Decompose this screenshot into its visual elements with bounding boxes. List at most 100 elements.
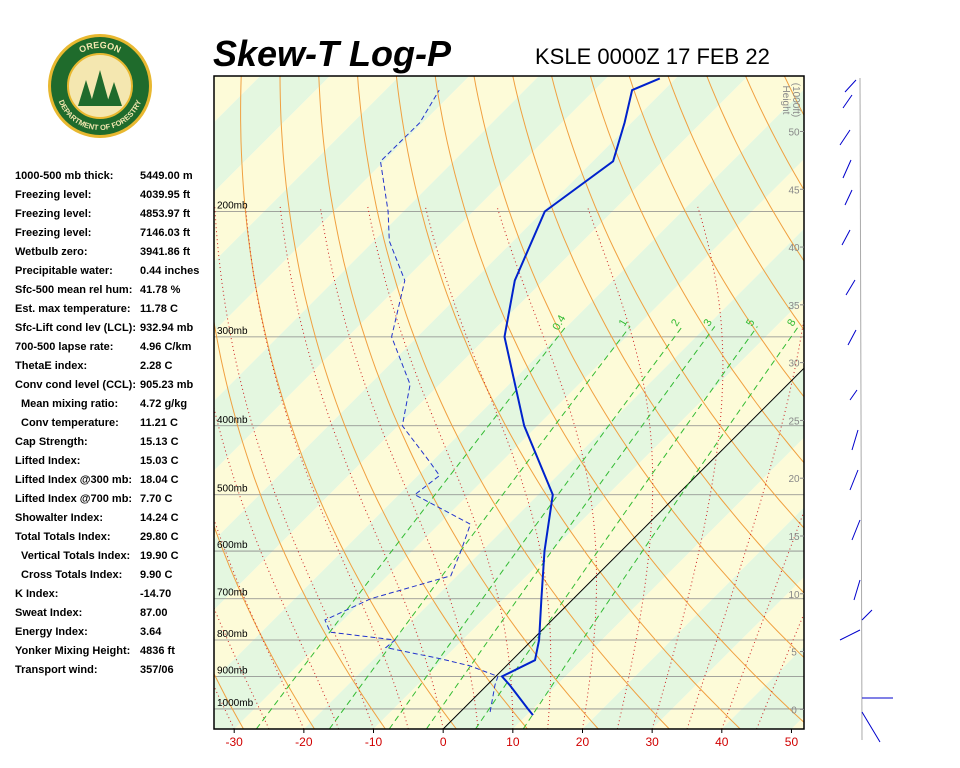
stat-value: 0.44 inches <box>140 265 199 277</box>
stat-label: Sfc-500 mean rel hum: <box>15 284 132 296</box>
stat-label: Freezing level: <box>15 189 91 201</box>
dry-adiabat <box>940 76 960 729</box>
mixing-ratio-line <box>425 326 716 729</box>
x-tick-label: 30 <box>645 735 659 749</box>
stat-value: 7146.03 ft <box>140 227 190 239</box>
stat-value: 5449.00 m <box>140 170 193 182</box>
stat-label: K Index: <box>15 588 58 600</box>
title: Skew-T Log-P <box>213 33 452 74</box>
mixing-ratio-line <box>475 326 758 729</box>
moist-adiabat <box>214 206 374 729</box>
logo-top-text: OREGON <box>77 40 122 55</box>
moist-adiabat <box>587 206 654 729</box>
temp-band <box>214 89 804 729</box>
x-tick-label: -20 <box>295 735 313 749</box>
stat-label: Mean mixing ratio: <box>21 398 118 410</box>
mixing-ratio-label: 8 <box>785 317 798 328</box>
stat-value: 19.90 C <box>140 550 179 562</box>
temp-band <box>303 228 804 729</box>
stat-label: Conv temperature: <box>21 417 119 429</box>
dry-adiabat <box>589 76 804 464</box>
temp-band <box>373 298 804 729</box>
stat-label: Sfc-Lift cond lev (LCL): <box>15 322 136 334</box>
stat-value: 3.64 <box>140 626 162 638</box>
x-tick-label: 20 <box>576 735 590 749</box>
mixing-ratio-label: 2 <box>669 317 682 328</box>
x-tick-label: -30 <box>226 735 244 749</box>
logo-trees <box>78 70 122 106</box>
pressure-label: 800mb <box>217 629 248 640</box>
height-title: (1000ft) <box>790 83 801 117</box>
stat-label: Vertical Totals Index: <box>21 550 130 562</box>
stat-label: Cross Totals Index: <box>21 569 122 581</box>
mixing-ratio-label: 3 <box>701 317 714 328</box>
plot-frame <box>213 75 805 730</box>
station: KSLE 0000Z 17 FEB 22 <box>535 44 770 69</box>
stat-label: Sweat Index: <box>15 607 82 619</box>
temp-band <box>791 716 804 729</box>
mixing-ratio-line <box>522 326 799 729</box>
stat-value: 4836 ft <box>140 645 175 657</box>
mixing-ratio-label: 1 <box>617 317 630 328</box>
x-tick-label: 40 <box>715 735 729 749</box>
dry-adiabat <box>862 76 960 729</box>
moist-adiabat <box>721 510 804 729</box>
temp-band <box>652 577 804 729</box>
dry-adiabat <box>357 76 670 729</box>
stat-value: 29.80 C <box>140 531 179 543</box>
stat-label: Freezing level: <box>15 208 91 220</box>
stat-value: 41.78 % <box>140 284 181 296</box>
mixing-ratio-label: 5 <box>744 317 757 328</box>
logo: OREGON DEPARTMENT OF FORESTRY <box>48 34 152 138</box>
dry-adiabat <box>706 76 804 262</box>
overlay: 1000mb 900mb 800mb 700mb 600mb 500mb 400mb 300m… <box>217 83 804 716</box>
height-label: 35 <box>788 301 800 312</box>
stat-value: 11.21 C <box>140 417 178 429</box>
stat-label: Precipitable water: <box>15 265 113 277</box>
stat-label: Est. max temperature: <box>15 303 131 315</box>
dry-adiabat <box>823 76 960 729</box>
wind-barbs <box>839 77 893 743</box>
stat-value: 7.70 C <box>140 493 172 505</box>
stat-label: Transport wind: <box>15 664 98 676</box>
stat-label: Freezing level: <box>15 227 91 239</box>
dry-adiabat <box>214 524 315 729</box>
x-tick-label: 50 <box>785 735 799 749</box>
dry-adiabat <box>434 76 804 724</box>
dry-adiabat <box>628 76 804 398</box>
height-label: 25 <box>788 416 800 427</box>
height-label: 40 <box>788 243 800 254</box>
stat-value: 4853.97 ft <box>140 208 190 220</box>
moist-adiabat <box>245 206 409 729</box>
stat-label: ThetaE index: <box>15 360 87 372</box>
moist-adiabat <box>756 612 804 729</box>
stat-value: 357/06 <box>140 664 174 676</box>
height-label: 20 <box>788 474 800 485</box>
mixing-ratio-line <box>255 326 567 729</box>
x-tick-label: -10 <box>365 735 383 749</box>
stat-label: 1000-500 mb thick: <box>15 170 113 182</box>
height-label: 0 <box>791 705 797 716</box>
temperature-line <box>500 77 661 716</box>
dry-adiabat <box>512 76 804 594</box>
height-title: Height <box>780 86 791 115</box>
height-label: 5 <box>791 648 797 659</box>
temp-band <box>234 159 804 729</box>
stat-label: Conv cond level (CCL): <box>15 379 136 391</box>
pressure-label: 500mb <box>217 484 248 495</box>
temp-band <box>721 646 804 729</box>
height-label: 50 <box>788 127 800 138</box>
stat-value: 4039.95 ft <box>140 189 190 201</box>
height-label: 10 <box>788 590 800 601</box>
moist-adiabat <box>367 206 514 729</box>
dewpoint-line <box>324 89 499 713</box>
pressure-label: 200mb <box>217 201 248 212</box>
stat-label: Energy Index: <box>15 626 88 638</box>
pressure-label: 400mb <box>217 415 248 426</box>
height-label: 15 <box>788 532 800 543</box>
stat-value: 2.28 C <box>140 360 172 372</box>
dry-adiabat <box>551 76 804 529</box>
stat-value: 4.96 C/km <box>140 341 192 353</box>
stat-label: 700-500 lapse rate: <box>15 341 113 353</box>
